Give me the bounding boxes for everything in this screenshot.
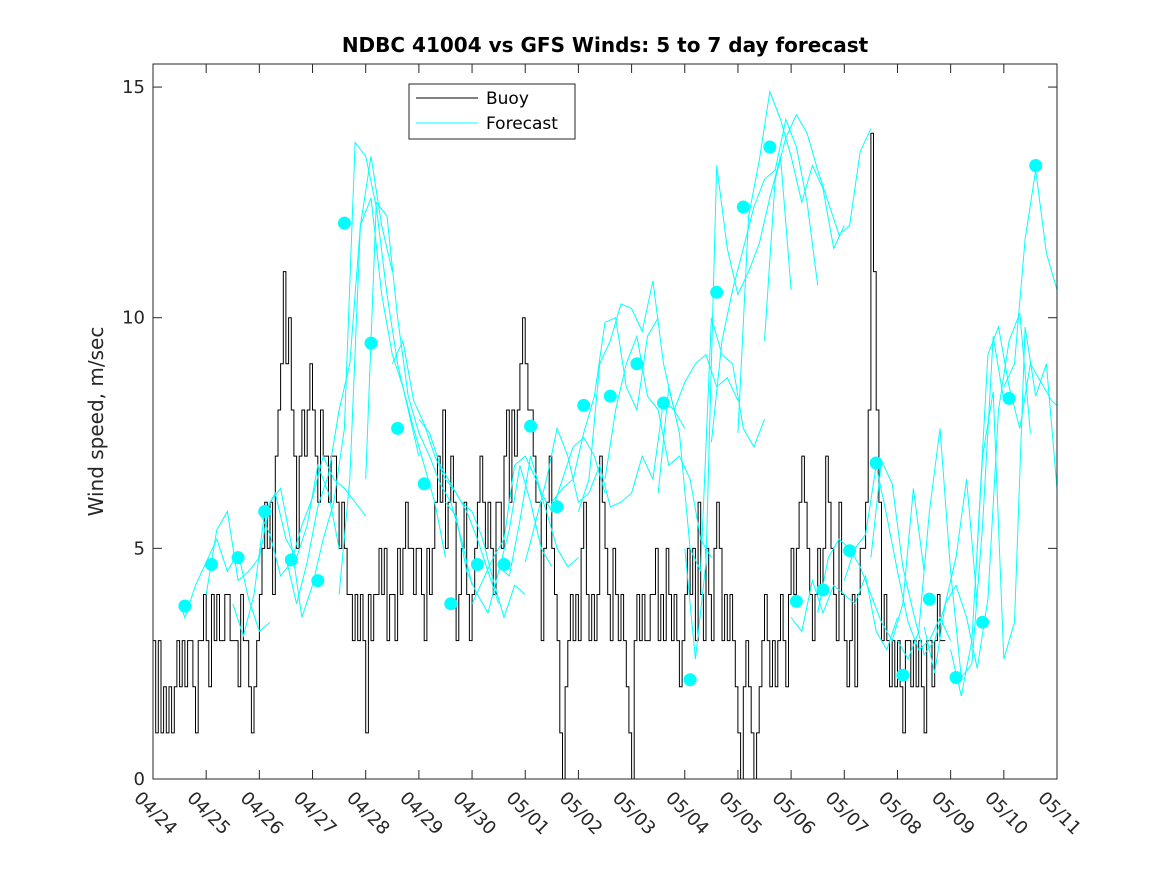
- forecast-marker: [258, 505, 272, 518]
- forecast-run-18: [657, 317, 765, 572]
- forecast-marker: [577, 398, 591, 412]
- forecast-marker: [816, 583, 830, 597]
- forecast-run-23: [790, 574, 898, 652]
- forecast-run-29: [950, 326, 1058, 697]
- forecast-marker: [976, 615, 990, 629]
- legend-forecast-label: Forecast: [486, 114, 558, 134]
- legend-buoy-label: Buoy: [486, 89, 529, 109]
- forecast-marker: [550, 500, 564, 514]
- forecast-run-27: [897, 336, 1005, 679]
- forecast-marker: [710, 285, 724, 299]
- forecast-run-0: [179, 537, 271, 633]
- axes-box: [152, 63, 1058, 780]
- buoy-line: [153, 132, 946, 780]
- forecast-series: [179, 89, 1058, 697]
- forecast-marker: [337, 216, 351, 230]
- forecast-run-9: [418, 418, 526, 620]
- forecast-run-31: [1003, 170, 1058, 388]
- forecast-run-19: [684, 156, 792, 660]
- forecast-marker: [524, 419, 538, 433]
- forecast-marker: [896, 668, 910, 682]
- forecast-marker: [789, 594, 803, 608]
- forecast-run-11: [471, 455, 579, 604]
- forecast-run-15: [577, 280, 686, 512]
- y-tick-label: 10: [122, 308, 145, 329]
- forecast-run-22: [764, 113, 872, 341]
- y-axis-label: Wind speed, m/sec: [84, 327, 108, 517]
- forecast-run-3: [258, 454, 367, 578]
- forecast-marker: [1002, 391, 1016, 405]
- forecast-run-24: [817, 488, 925, 642]
- forecast-marker: [736, 200, 750, 214]
- forecast-run-5: [312, 140, 420, 586]
- forecast-marker: [364, 336, 378, 350]
- forecast-marker: [657, 396, 670, 410]
- forecast-marker: [1029, 159, 1043, 172]
- plot-area: [153, 64, 1057, 779]
- forecast-marker: [470, 558, 484, 571]
- forecast-run-13: [524, 426, 632, 563]
- forecast-run-4: [285, 156, 393, 604]
- forecast-marker: [284, 553, 298, 567]
- forecast-marker: [311, 574, 325, 588]
- forecast-markers: [178, 140, 1043, 687]
- forecast-marker: [763, 140, 777, 154]
- forecast-run-26: [870, 458, 978, 656]
- y-tick-label: 5: [134, 538, 145, 559]
- forecast-run-28: [923, 312, 1031, 674]
- forecast-marker: [178, 599, 192, 613]
- forecast-run-21: [737, 89, 845, 434]
- forecast-run-25: [843, 465, 952, 651]
- forecast-marker: [205, 558, 218, 571]
- forecast-run-8: [391, 339, 500, 604]
- forecast-run-14: [551, 316, 659, 503]
- forecast-marker: [391, 421, 405, 435]
- legend: Buoy Forecast: [408, 83, 576, 140]
- forecast-marker: [630, 357, 644, 371]
- forecast-run-1: [205, 487, 313, 618]
- forecast-run-16: [604, 334, 712, 558]
- forecast-marker: [843, 544, 857, 558]
- y-tick-label: 15: [122, 77, 145, 98]
- forecast-run-20: [710, 117, 819, 443]
- forecast-marker: [231, 551, 245, 565]
- forecast-run-12: [498, 436, 606, 577]
- forecast-run-6: [338, 197, 446, 595]
- forecast-marker: [949, 671, 963, 684]
- buoy-series: [153, 132, 946, 780]
- forecast-marker: [417, 477, 431, 491]
- forecast-marker: [869, 456, 883, 470]
- legend-box: [408, 83, 576, 140]
- forecast-marker: [683, 673, 697, 687]
- forecast-marker: [922, 592, 936, 606]
- forecast-run-2: [232, 463, 340, 638]
- y-tick-label: 0: [134, 769, 145, 790]
- forecast-marker: [497, 558, 511, 571]
- forecast-marker: [603, 389, 617, 403]
- forecast-marker: [444, 597, 458, 611]
- forecast-run-10: [445, 465, 553, 615]
- forecast-run-30: [976, 325, 1058, 549]
- chart-title: NDBC 41004 vs GFS Winds: 5 to 7 day fore…: [342, 33, 869, 57]
- forecast-run-17: [631, 353, 739, 494]
